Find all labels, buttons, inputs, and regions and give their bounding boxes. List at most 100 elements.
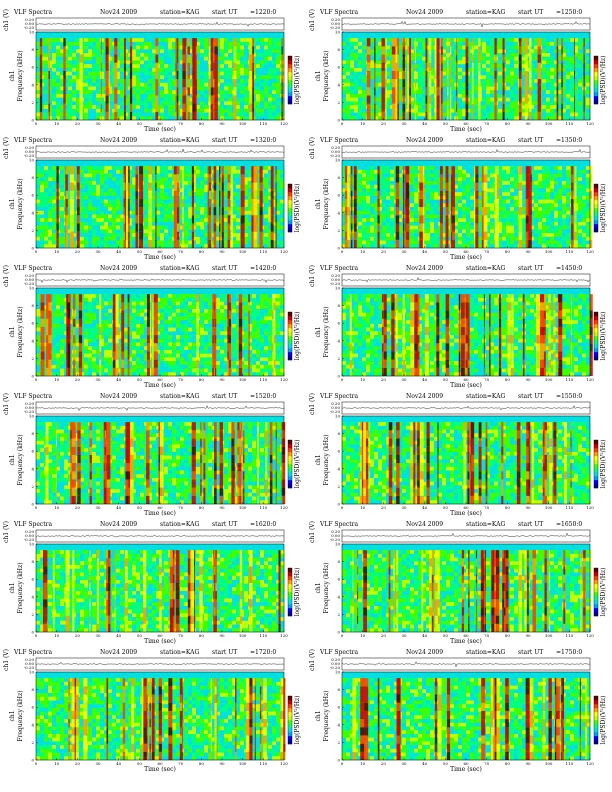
spectrogram-cell xyxy=(124,86,129,91)
impulse-mark xyxy=(63,87,66,96)
spectrogram-cell xyxy=(264,214,269,219)
impulse-mark xyxy=(381,62,385,71)
spectrogram-cell xyxy=(264,233,269,238)
spectrogram-cell xyxy=(240,60,245,65)
spectrogram-cell xyxy=(244,244,249,249)
spectrogram-cell xyxy=(546,108,551,113)
spectrogram-cell xyxy=(216,221,221,226)
spectrogram-cell xyxy=(132,188,137,193)
impulse-mark xyxy=(447,79,449,88)
spectrogram-cell xyxy=(530,86,535,91)
spectrogram-cell xyxy=(272,90,277,95)
spectrogram-cell xyxy=(236,181,241,185)
spectrogram-cell xyxy=(160,225,165,230)
spectrogram-cell xyxy=(112,64,117,69)
spectrogram-cell xyxy=(160,71,165,76)
impulse-mark xyxy=(182,38,186,47)
spectrogram-cell xyxy=(574,116,579,121)
spectrogram-cell xyxy=(136,38,141,43)
spectrogram-cell xyxy=(346,56,351,61)
impulse-mark xyxy=(79,87,83,96)
spectrogram-cell xyxy=(354,75,359,80)
spectrogram-cell xyxy=(386,108,391,113)
spectrogram-cell xyxy=(438,49,443,54)
spectrogram-cell xyxy=(342,38,347,43)
spectrogram-cell xyxy=(252,75,257,80)
spectrogram-cell xyxy=(152,90,157,95)
spectrogram-cell xyxy=(244,169,249,174)
spectrogram-cell xyxy=(224,221,229,226)
spectrogram-cell xyxy=(252,56,257,61)
impulse-mark xyxy=(195,38,197,47)
impulse-mark xyxy=(148,207,152,216)
spectrogram-cell xyxy=(204,199,209,204)
spectrogram-cell xyxy=(252,82,257,87)
top-tick-label: 0.00 xyxy=(25,21,34,26)
spectrogram-cell xyxy=(44,75,49,80)
spectrogram-cell xyxy=(76,60,81,65)
spectrogram-cell xyxy=(426,71,431,76)
impulse-mark xyxy=(127,166,130,175)
spectrogram-cell xyxy=(112,82,117,87)
spectrogram-cell xyxy=(192,199,197,204)
spectrogram-cell xyxy=(44,188,49,193)
spectrogram-cell xyxy=(136,218,141,223)
spectrogram-cell xyxy=(244,93,249,98)
spectrogram-cell xyxy=(144,108,149,113)
impulse-mark xyxy=(518,111,522,120)
spectrogram-cell xyxy=(84,203,89,208)
spectrogram-cell xyxy=(386,75,391,80)
spectrogram-cell xyxy=(152,82,157,87)
spectrogram-cell xyxy=(160,214,165,219)
spectrogram-cell xyxy=(92,195,97,200)
top-tick-label: -0.20 xyxy=(24,153,35,158)
spectrogram-cell xyxy=(100,166,105,171)
spectrogram-cell xyxy=(220,49,225,54)
spectrogram-cell xyxy=(100,108,105,113)
spectrogram-cell xyxy=(216,38,221,43)
spectrogram-cell xyxy=(136,229,141,234)
impulse-mark xyxy=(502,95,505,104)
spectrogram-cell xyxy=(108,82,113,87)
spectrogram-cell xyxy=(204,244,209,249)
spectrogram-cell xyxy=(36,75,41,80)
spectrogram-cell xyxy=(184,199,189,204)
spectrogram-cell xyxy=(454,41,459,46)
spectrogram-cell xyxy=(482,112,487,117)
spectrogram-cell xyxy=(112,93,117,98)
spectrogram-cell xyxy=(44,86,49,91)
spectrogram-cell xyxy=(92,169,97,174)
spectrogram-cell xyxy=(224,225,229,230)
spectrogram-cell xyxy=(72,86,77,91)
spectrogram-cell xyxy=(120,53,125,57)
spectrogram-cell xyxy=(132,82,137,87)
spectrogram-cell xyxy=(168,64,173,69)
impulse-mark xyxy=(494,79,497,88)
spectrogram-cell xyxy=(442,101,447,106)
spectrogram-cell xyxy=(272,38,277,43)
impulse-mark xyxy=(213,103,215,112)
spectrogram-cell xyxy=(108,45,113,50)
spectrogram-cell xyxy=(534,116,539,121)
spectrogram-cell xyxy=(462,82,467,87)
spectrogram-cell xyxy=(224,214,229,219)
spectrogram-cell xyxy=(244,225,249,230)
spectrogram-cell xyxy=(160,53,165,57)
spectrogram-cell xyxy=(374,60,379,65)
spectrogram-cell xyxy=(256,184,261,189)
impulse-mark xyxy=(537,79,541,88)
spectrogram-cell xyxy=(204,236,209,241)
y-tick-label: 6 xyxy=(31,65,34,70)
spectrogram-cell xyxy=(342,64,347,69)
y-tick-label: 2 xyxy=(337,100,340,105)
spectrogram-cell xyxy=(268,221,273,226)
spectrogram-cell xyxy=(88,229,93,234)
spectrogram-cell xyxy=(84,67,89,72)
impulse-mark xyxy=(583,38,585,47)
spectrogram-cell xyxy=(200,53,205,57)
spectrogram-cell xyxy=(232,207,237,211)
spectrogram-cell xyxy=(438,79,443,83)
spectrogram-cell xyxy=(40,181,45,185)
spectrogram-cell xyxy=(248,210,253,215)
spectrogram-cell xyxy=(168,214,173,219)
